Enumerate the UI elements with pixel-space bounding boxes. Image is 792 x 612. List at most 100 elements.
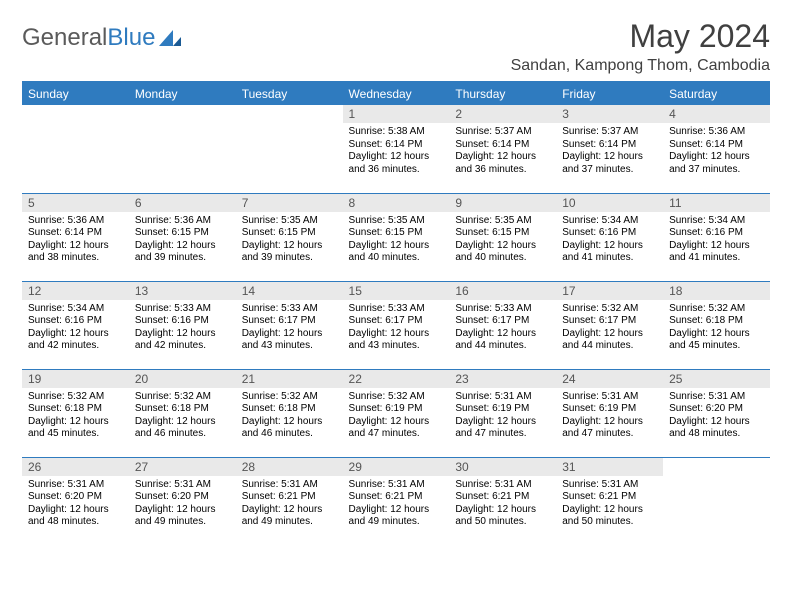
day-number: 4 [663, 105, 770, 123]
sunrise-line: Sunrise: 5:36 AM [669, 126, 764, 139]
sunrise-line: Sunrise: 5:33 AM [135, 303, 230, 316]
day-details: Sunrise: 5:31 AMSunset: 6:21 PMDaylight:… [343, 476, 450, 533]
day-number: 11 [663, 194, 770, 212]
sunrise-line: Sunrise: 5:33 AM [242, 303, 337, 316]
sunrise-line: Sunrise: 5:32 AM [669, 303, 764, 316]
calendar-day-cell: 3Sunrise: 5:37 AMSunset: 6:14 PMDaylight… [556, 105, 663, 193]
daylight-line: Daylight: 12 hours and 45 minutes. [669, 328, 764, 353]
calendar-day-cell: 5Sunrise: 5:36 AMSunset: 6:14 PMDaylight… [22, 193, 129, 281]
sunrise-line: Sunrise: 5:35 AM [242, 215, 337, 228]
sunset-line: Sunset: 6:15 PM [242, 227, 337, 240]
sunrise-line: Sunrise: 5:33 AM [349, 303, 444, 316]
sunrise-line: Sunrise: 5:31 AM [562, 479, 657, 492]
day-number: 8 [343, 194, 450, 212]
sunset-line: Sunset: 6:20 PM [669, 403, 764, 416]
sunrise-line: Sunrise: 5:34 AM [669, 215, 764, 228]
sunset-line: Sunset: 6:19 PM [455, 403, 550, 416]
day-details: Sunrise: 5:35 AMSunset: 6:15 PMDaylight:… [449, 212, 556, 269]
sunrise-line: Sunrise: 5:36 AM [28, 215, 123, 228]
calendar-day-cell: 17Sunrise: 5:32 AMSunset: 6:17 PMDayligh… [556, 281, 663, 369]
day-details: Sunrise: 5:31 AMSunset: 6:21 PMDaylight:… [236, 476, 343, 533]
sunrise-line: Sunrise: 5:31 AM [669, 391, 764, 404]
daylight-line: Daylight: 12 hours and 45 minutes. [28, 416, 123, 441]
daylight-line: Daylight: 12 hours and 42 minutes. [135, 328, 230, 353]
weekday-header: Sunday [22, 83, 129, 105]
calendar-day-cell: 10Sunrise: 5:34 AMSunset: 6:16 PMDayligh… [556, 193, 663, 281]
daylight-line: Daylight: 12 hours and 50 minutes. [455, 504, 550, 529]
day-details: Sunrise: 5:32 AMSunset: 6:18 PMDaylight:… [236, 388, 343, 445]
calendar-day-cell: 31Sunrise: 5:31 AMSunset: 6:21 PMDayligh… [556, 457, 663, 545]
calendar-day-cell: 19Sunrise: 5:32 AMSunset: 6:18 PMDayligh… [22, 369, 129, 457]
sunset-line: Sunset: 6:14 PM [349, 139, 444, 152]
calendar-day-cell: 23Sunrise: 5:31 AMSunset: 6:19 PMDayligh… [449, 369, 556, 457]
calendar-day-cell: 29Sunrise: 5:31 AMSunset: 6:21 PMDayligh… [343, 457, 450, 545]
sunset-line: Sunset: 6:15 PM [349, 227, 444, 240]
sunset-line: Sunset: 6:20 PM [28, 491, 123, 504]
daylight-line: Daylight: 12 hours and 48 minutes. [669, 416, 764, 441]
day-details: Sunrise: 5:34 AMSunset: 6:16 PMDaylight:… [556, 212, 663, 269]
calendar-week-row: 19Sunrise: 5:32 AMSunset: 6:18 PMDayligh… [22, 369, 770, 457]
day-details: Sunrise: 5:37 AMSunset: 6:14 PMDaylight:… [449, 123, 556, 180]
sunrise-line: Sunrise: 5:31 AM [562, 391, 657, 404]
calendar-day-cell: 9Sunrise: 5:35 AMSunset: 6:15 PMDaylight… [449, 193, 556, 281]
sunrise-line: Sunrise: 5:31 AM [349, 479, 444, 492]
day-number: 18 [663, 282, 770, 300]
day-number: 30 [449, 458, 556, 476]
calendar-day-cell: 25 Sunrise: 5:31 AMSunset: 6:20 PMDayligh… [663, 369, 770, 457]
daylight-line: Daylight: 12 hours and 47 minutes. [455, 416, 550, 441]
daylight-line: Daylight: 12 hours and 50 minutes. [562, 504, 657, 529]
daylight-line: Daylight: 12 hours and 37 minutes. [562, 151, 657, 176]
daylight-line: Daylight: 12 hours and 40 minutes. [455, 240, 550, 265]
day-number: 16 [449, 282, 556, 300]
daylight-line: Daylight: 12 hours and 43 minutes. [349, 328, 444, 353]
day-number: 9 [449, 194, 556, 212]
sunset-line: Sunset: 6:18 PM [28, 403, 123, 416]
day-number: 23 [449, 370, 556, 388]
calendar-day-cell: 26Sunrise: 5:31 AMSunset: 6:20 PMDayligh… [22, 457, 129, 545]
sunset-line: Sunset: 6:21 PM [242, 491, 337, 504]
weekday-header: Wednesday [343, 83, 450, 105]
sunset-line: Sunset: 6:15 PM [455, 227, 550, 240]
daylight-line: Daylight: 12 hours and 43 minutes. [242, 328, 337, 353]
day-number: 19 [22, 370, 129, 388]
sunset-line: Sunset: 6:17 PM [455, 315, 550, 328]
sunrise-line: Sunrise: 5:32 AM [349, 391, 444, 404]
sunrise-line: Sunrise: 5:31 AM [135, 479, 230, 492]
weekday-header: Monday [129, 83, 236, 105]
day-details: Sunrise: 5:33 AMSunset: 6:17 PMDaylight:… [343, 300, 450, 357]
sunrise-line: Sunrise: 5:35 AM [349, 215, 444, 228]
day-number: 27 [129, 458, 236, 476]
month-title: May 2024 [511, 18, 770, 55]
sunset-line: Sunset: 6:21 PM [562, 491, 657, 504]
sunrise-line: Sunrise: 5:35 AM [455, 215, 550, 228]
sunrise-line: Sunrise: 5:31 AM [28, 479, 123, 492]
sunrise-line: Sunrise: 5:31 AM [455, 479, 550, 492]
sunset-line: Sunset: 6:14 PM [28, 227, 123, 240]
calendar-day-cell: 8Sunrise: 5:35 AMSunset: 6:15 PMDaylight… [343, 193, 450, 281]
calendar-day-cell: 22Sunrise: 5:32 AMSunset: 6:19 PMDayligh… [343, 369, 450, 457]
day-details: Sunrise: 5:32 AMSunset: 6:18 PMDaylight:… [129, 388, 236, 445]
sunset-line: Sunset: 6:21 PM [349, 491, 444, 504]
day-number: 6 [129, 194, 236, 212]
calendar-day-cell: 27Sunrise: 5:31 AMSunset: 6:20 PMDayligh… [129, 457, 236, 545]
day-details: Sunrise: 5:36 AMSunset: 6:15 PMDaylight:… [129, 212, 236, 269]
calendar-day-cell: 2Sunrise: 5:37 AMSunset: 6:14 PMDaylight… [449, 105, 556, 193]
calendar-day-cell [236, 105, 343, 193]
weekday-header: Friday [556, 83, 663, 105]
day-details: Sunrise: 5:35 AMSunset: 6:15 PMDaylight:… [236, 212, 343, 269]
calendar-day-cell: 18Sunrise: 5:32 AMSunset: 6:18 PMDayligh… [663, 281, 770, 369]
day-details: Sunrise: 5:31 AMSunset: 6:19 PMDaylight:… [556, 388, 663, 445]
daylight-line: Daylight: 12 hours and 49 minutes. [135, 504, 230, 529]
location: Sandan, Kampong Thom, Cambodia [511, 57, 770, 75]
day-details: Sunrise: 5:31 AMSunset: 6:21 PMDaylight:… [449, 476, 556, 533]
day-number: 25 [663, 370, 770, 388]
day-number: 28 [236, 458, 343, 476]
sunset-line: Sunset: 6:18 PM [135, 403, 230, 416]
day-number: 31 [556, 458, 663, 476]
sunset-line: Sunset: 6:17 PM [349, 315, 444, 328]
calendar-day-cell: 4Sunrise: 5:36 AMSunset: 6:14 PMDaylight… [663, 105, 770, 193]
calendar-day-cell: 21Sunrise: 5:32 AMSunset: 6:18 PMDayligh… [236, 369, 343, 457]
day-details: Sunrise: 5:31 AMSunset: 6:21 PMDaylight:… [556, 476, 663, 533]
day-details: Sunrise: 5:35 AMSunset: 6:15 PMDaylight:… [343, 212, 450, 269]
day-number: 7 [236, 194, 343, 212]
